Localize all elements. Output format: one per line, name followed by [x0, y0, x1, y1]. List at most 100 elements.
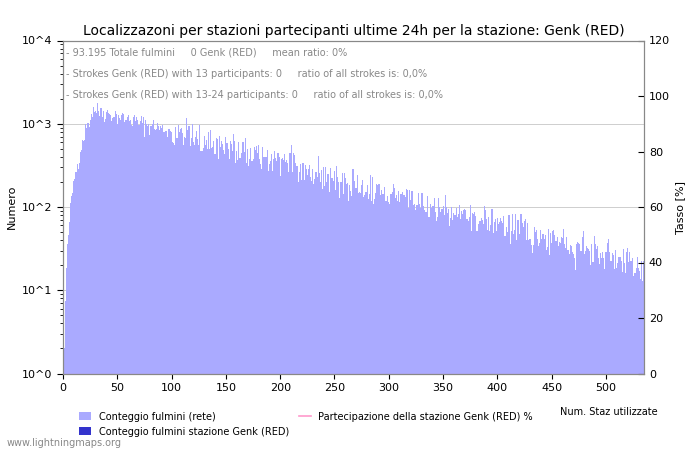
- Bar: [223, 149, 224, 450]
- Bar: [214, 154, 216, 450]
- Bar: [293, 153, 294, 450]
- Bar: [78, 162, 80, 450]
- Bar: [259, 159, 260, 450]
- Bar: [307, 175, 308, 450]
- Bar: [360, 193, 361, 450]
- Title: Localizzazoni per stazioni partecipanti ultime 24h per la stazione: Genk (RED): Localizzazoni per stazioni partecipanti …: [83, 24, 624, 38]
- Bar: [604, 269, 606, 450]
- Bar: [338, 182, 339, 450]
- Bar: [220, 147, 221, 450]
- Bar: [574, 258, 575, 450]
- Bar: [275, 158, 276, 450]
- Bar: [350, 191, 351, 450]
- Bar: [511, 230, 512, 450]
- Bar: [83, 141, 84, 450]
- Bar: [244, 152, 245, 450]
- Bar: [91, 114, 92, 450]
- Bar: [497, 217, 498, 450]
- Bar: [246, 163, 247, 450]
- Bar: [276, 161, 277, 450]
- Bar: [224, 153, 225, 450]
- Bar: [522, 223, 523, 450]
- Bar: [294, 155, 295, 450]
- Bar: [69, 221, 70, 450]
- Bar: [525, 219, 526, 450]
- Bar: [241, 142, 243, 450]
- Bar: [597, 246, 598, 450]
- Bar: [281, 159, 282, 450]
- Bar: [501, 221, 503, 450]
- Bar: [370, 175, 371, 450]
- Bar: [269, 164, 270, 450]
- Bar: [267, 171, 269, 450]
- Bar: [487, 230, 488, 450]
- Bar: [546, 250, 547, 450]
- Bar: [450, 218, 452, 450]
- Bar: [335, 190, 336, 450]
- Bar: [180, 129, 181, 450]
- Bar: [599, 264, 600, 450]
- Bar: [460, 220, 461, 450]
- Bar: [594, 244, 596, 450]
- Bar: [76, 163, 78, 450]
- Bar: [121, 114, 122, 450]
- Bar: [178, 132, 180, 450]
- Bar: [219, 136, 220, 450]
- Bar: [298, 182, 299, 450]
- Bar: [446, 207, 447, 450]
- Bar: [336, 166, 337, 450]
- Bar: [212, 147, 214, 450]
- Bar: [199, 125, 200, 450]
- Bar: [556, 237, 558, 450]
- Bar: [357, 175, 358, 450]
- Bar: [602, 252, 603, 450]
- Bar: [617, 263, 619, 450]
- Bar: [620, 257, 621, 450]
- Bar: [107, 110, 108, 450]
- Bar: [534, 227, 535, 450]
- Bar: [447, 212, 448, 450]
- Bar: [208, 132, 209, 450]
- Bar: [636, 268, 637, 450]
- Bar: [108, 112, 109, 450]
- Bar: [588, 249, 589, 450]
- Bar: [356, 188, 357, 450]
- Bar: [145, 121, 146, 450]
- Bar: [529, 239, 531, 450]
- Bar: [586, 246, 587, 450]
- Bar: [412, 191, 413, 450]
- Bar: [349, 185, 350, 450]
- Bar: [167, 137, 168, 450]
- Bar: [411, 191, 412, 450]
- Bar: [369, 194, 370, 450]
- Bar: [103, 111, 104, 450]
- Bar: [611, 261, 612, 450]
- Bar: [190, 138, 192, 450]
- Bar: [207, 149, 208, 450]
- Bar: [505, 227, 507, 450]
- Bar: [600, 253, 601, 450]
- Bar: [271, 153, 272, 450]
- Bar: [66, 244, 68, 450]
- Bar: [552, 231, 553, 450]
- Bar: [561, 237, 562, 450]
- Bar: [118, 115, 119, 450]
- Bar: [609, 252, 610, 450]
- Bar: [232, 151, 233, 450]
- Bar: [342, 194, 344, 450]
- Bar: [122, 113, 123, 450]
- Bar: [495, 219, 496, 450]
- Bar: [592, 262, 594, 450]
- Bar: [311, 180, 312, 450]
- Bar: [209, 148, 210, 450]
- Bar: [419, 204, 420, 450]
- Bar: [70, 203, 71, 450]
- Bar: [352, 169, 354, 450]
- Bar: [538, 246, 539, 450]
- Bar: [491, 209, 493, 450]
- Bar: [292, 172, 293, 450]
- Bar: [150, 126, 151, 450]
- Bar: [545, 235, 546, 450]
- Bar: [515, 214, 517, 450]
- Bar: [235, 163, 236, 450]
